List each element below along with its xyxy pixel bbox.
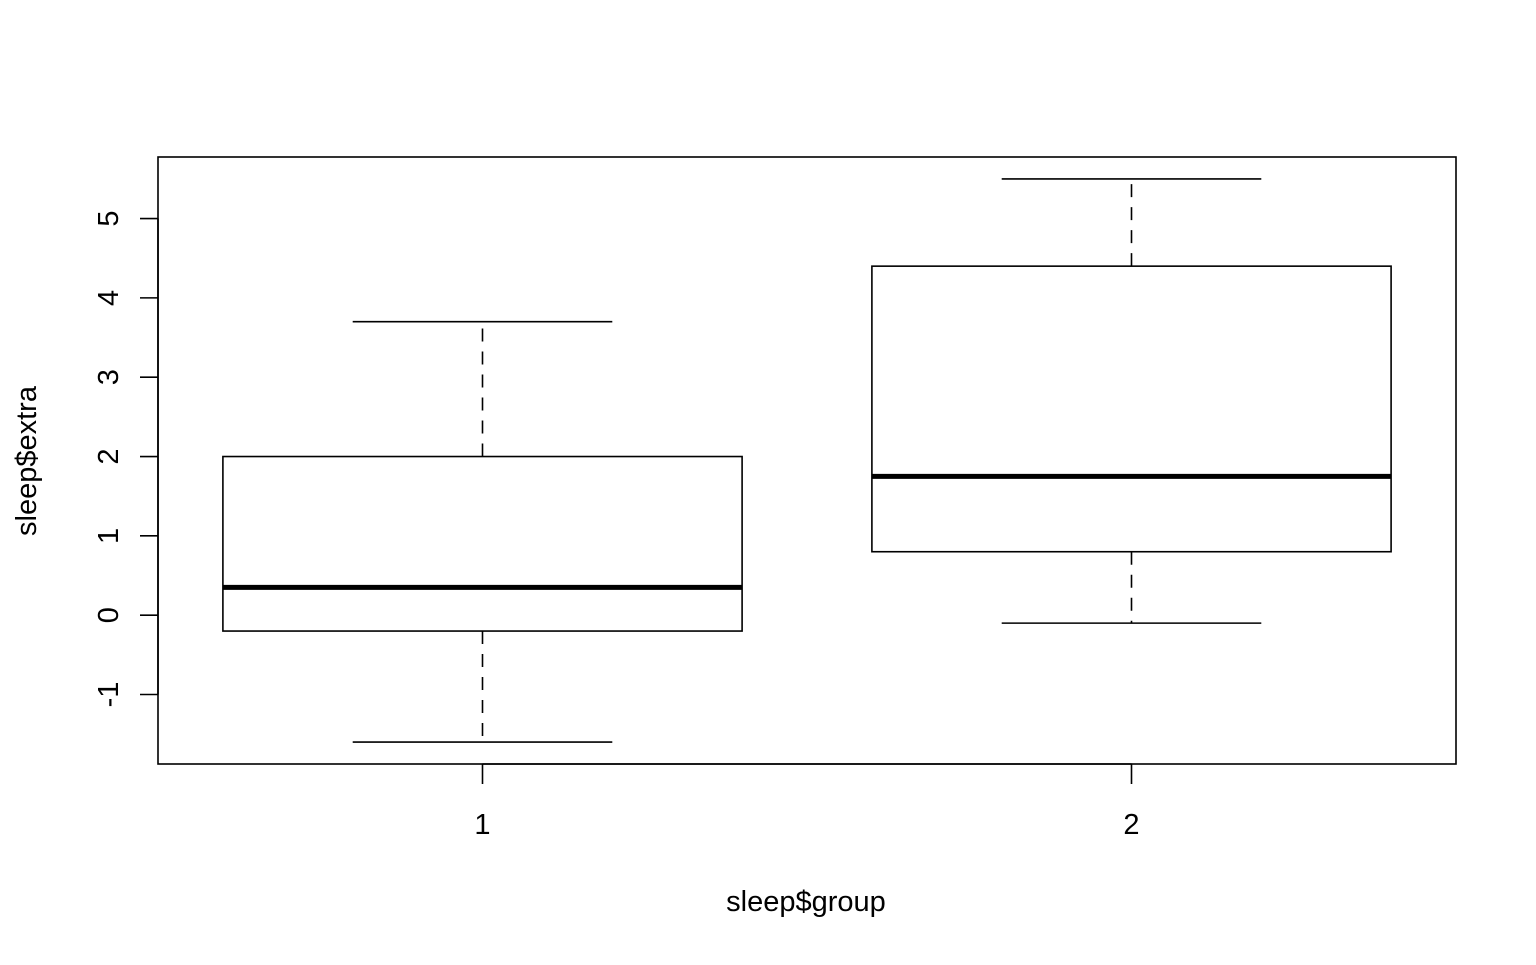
- y-axis: -1 0 1 2 3 4 5: [93, 210, 159, 708]
- x-tick-label: 1: [474, 809, 490, 841]
- box-group: [222, 178, 1392, 743]
- x-tick-label: 2: [1123, 809, 1139, 841]
- iqr-box: [871, 265, 1392, 553]
- y-tick-label: 4: [93, 290, 125, 306]
- y-tick-label: 0: [93, 607, 125, 623]
- y-axis-label: sleep$extra: [11, 385, 43, 536]
- x-axis-label: sleep$group: [726, 886, 886, 918]
- y-tick-label: 5: [93, 210, 125, 226]
- y-tick-label: 1: [93, 528, 125, 544]
- iqr-box: [222, 455, 743, 632]
- box-group-1: [222, 320, 743, 743]
- y-tick-label: 3: [93, 369, 125, 385]
- y-tick-label: -1: [93, 682, 125, 708]
- box-group-2: [871, 178, 1392, 624]
- y-tick-label: 2: [93, 448, 125, 464]
